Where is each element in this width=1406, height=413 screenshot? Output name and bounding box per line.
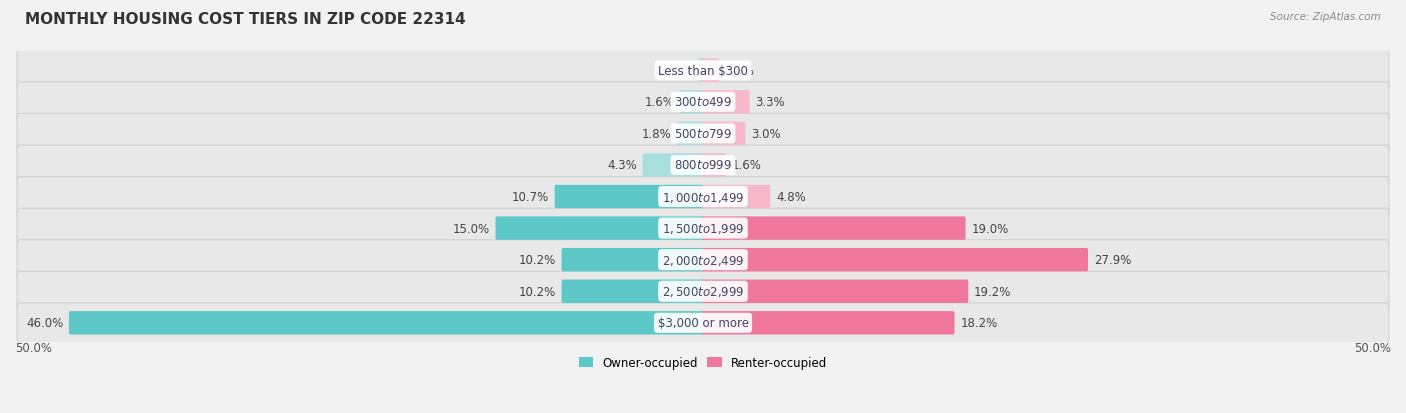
FancyBboxPatch shape [17,114,1389,154]
Text: 50.0%: 50.0% [15,341,52,354]
Text: $2,000 to $2,499: $2,000 to $2,499 [662,253,744,267]
Text: 4.3%: 4.3% [607,159,637,172]
FancyBboxPatch shape [17,177,1389,217]
Text: $800 to $999: $800 to $999 [673,159,733,172]
Text: Less than $300: Less than $300 [658,64,748,78]
Text: 18.2%: 18.2% [960,316,998,330]
Text: $1,500 to $1,999: $1,500 to $1,999 [662,221,744,235]
FancyBboxPatch shape [69,311,704,335]
FancyBboxPatch shape [702,185,770,209]
FancyBboxPatch shape [702,217,966,240]
Text: Source: ZipAtlas.com: Source: ZipAtlas.com [1270,12,1381,22]
Text: 27.9%: 27.9% [1094,254,1132,266]
FancyBboxPatch shape [17,272,1389,311]
Text: 15.0%: 15.0% [453,222,489,235]
FancyBboxPatch shape [697,59,704,83]
FancyBboxPatch shape [555,185,704,209]
Text: 10.2%: 10.2% [519,254,555,266]
Text: 46.0%: 46.0% [25,316,63,330]
Text: 3.0%: 3.0% [751,128,780,140]
Text: $1,000 to $1,499: $1,000 to $1,499 [662,190,744,204]
FancyBboxPatch shape [702,280,969,303]
FancyBboxPatch shape [702,122,745,146]
FancyBboxPatch shape [702,154,725,177]
Text: 10.7%: 10.7% [512,190,548,204]
FancyBboxPatch shape [702,311,955,335]
Text: $3,000 or more: $3,000 or more [658,316,748,330]
Text: 1.6%: 1.6% [733,159,762,172]
FancyBboxPatch shape [17,83,1389,122]
Text: 4.8%: 4.8% [776,190,806,204]
FancyBboxPatch shape [702,59,720,83]
FancyBboxPatch shape [17,303,1389,343]
Text: 1.8%: 1.8% [641,128,671,140]
Text: 3.3%: 3.3% [755,96,785,109]
Text: 0.29%: 0.29% [655,64,692,78]
Text: 10.2%: 10.2% [519,285,555,298]
FancyBboxPatch shape [702,91,749,114]
Text: 19.0%: 19.0% [972,222,1008,235]
Text: $300 to $499: $300 to $499 [673,96,733,109]
Legend: Owner-occupied, Renter-occupied: Owner-occupied, Renter-occupied [574,351,832,374]
Text: $500 to $799: $500 to $799 [673,128,733,140]
FancyBboxPatch shape [17,146,1389,185]
FancyBboxPatch shape [643,154,704,177]
FancyBboxPatch shape [561,280,704,303]
Text: MONTHLY HOUSING COST TIERS IN ZIP CODE 22314: MONTHLY HOUSING COST TIERS IN ZIP CODE 2… [25,12,465,27]
Text: 1.6%: 1.6% [644,96,673,109]
Text: 1.1%: 1.1% [725,64,755,78]
FancyBboxPatch shape [702,248,1088,272]
FancyBboxPatch shape [678,122,704,146]
FancyBboxPatch shape [17,240,1389,280]
Text: 19.2%: 19.2% [974,285,1011,298]
FancyBboxPatch shape [17,51,1389,91]
FancyBboxPatch shape [495,217,704,240]
FancyBboxPatch shape [561,248,704,272]
Text: $2,500 to $2,999: $2,500 to $2,999 [662,285,744,299]
FancyBboxPatch shape [17,209,1389,248]
Text: 50.0%: 50.0% [1354,341,1391,354]
FancyBboxPatch shape [681,91,704,114]
